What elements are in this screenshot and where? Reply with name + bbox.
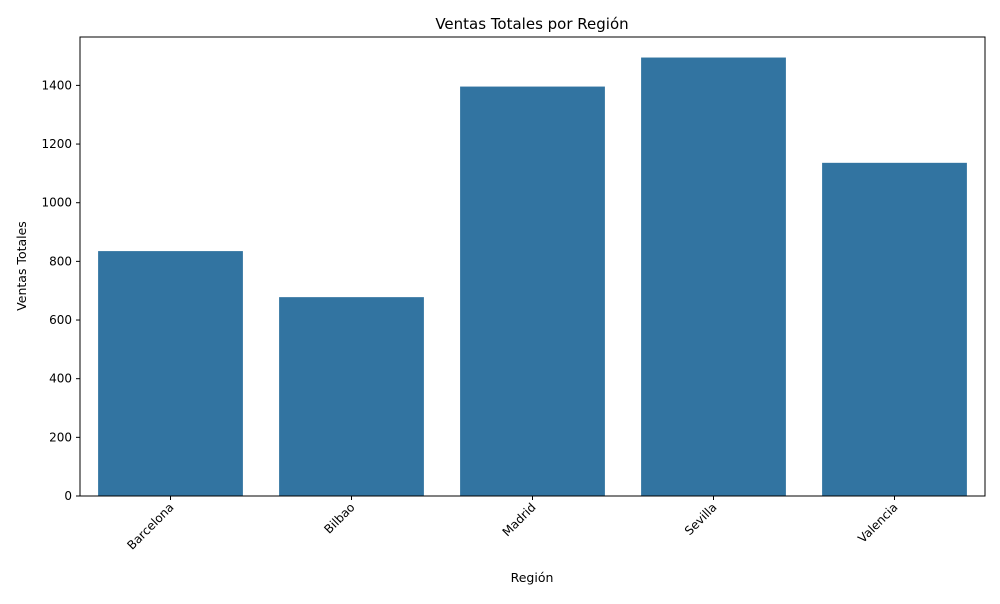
x-axis-label: Región xyxy=(511,570,554,585)
bar-bilbao xyxy=(279,297,424,496)
bar-sevilla xyxy=(641,57,786,497)
y-tick-label: 1000 xyxy=(41,196,72,210)
bar-valencia xyxy=(822,162,967,497)
y-tick-label: 1200 xyxy=(41,137,72,151)
chart-title: Ventas Totales por Región xyxy=(435,15,628,33)
bar-madrid xyxy=(460,86,605,496)
x-tick-label: Sevilla xyxy=(682,500,720,538)
y-axis-label: Ventas Totales xyxy=(14,221,29,311)
plot-frame xyxy=(79,36,986,497)
y-tick-label: 1400 xyxy=(41,78,72,92)
y-tick-label: 400 xyxy=(49,372,72,386)
y-tick-label: 800 xyxy=(49,254,72,268)
bars-layer xyxy=(98,57,967,497)
x-tick-label: Barcelona xyxy=(124,500,176,552)
x-tick-label: Valencia xyxy=(855,500,900,545)
bar-barcelona xyxy=(98,251,243,496)
x-tick-label: Bilbao xyxy=(321,500,357,536)
x-tick-label: Madrid xyxy=(500,500,539,539)
y-tick-label: 0 xyxy=(64,489,72,503)
y-tick-label: 600 xyxy=(49,313,72,327)
y-tick-label: 200 xyxy=(49,430,72,444)
